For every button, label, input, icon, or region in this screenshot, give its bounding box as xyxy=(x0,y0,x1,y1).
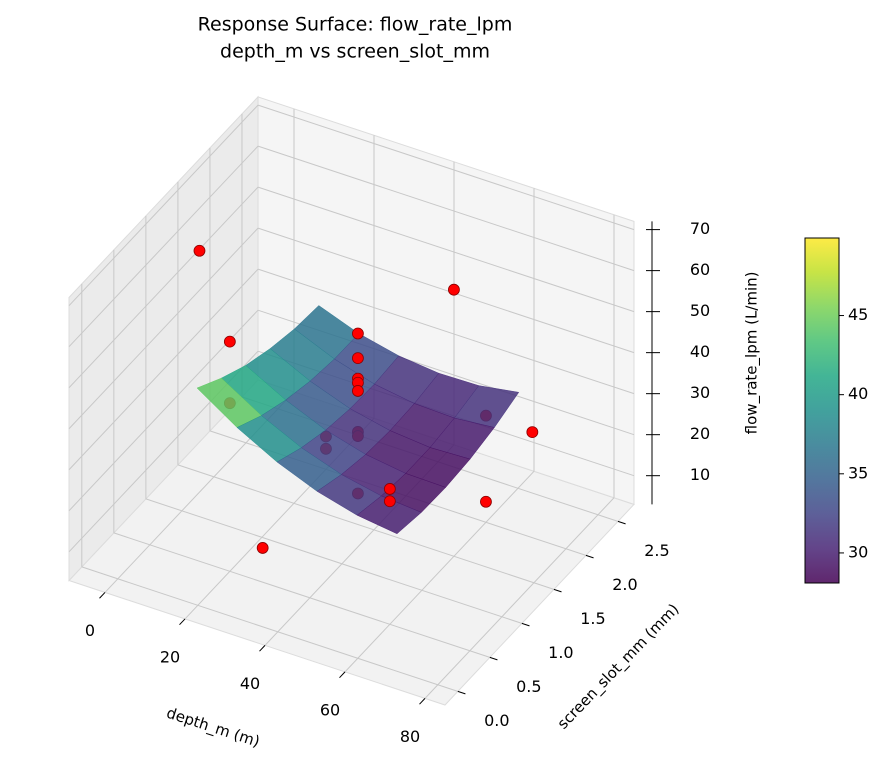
y-tick-mark xyxy=(521,622,530,627)
z-tick-label: 70 xyxy=(690,219,710,238)
x-tick-mark xyxy=(99,592,106,599)
data-point xyxy=(448,283,460,296)
grid-line xyxy=(68,186,259,389)
y-tick-label: 2.5 xyxy=(644,541,669,560)
y-tick-mark xyxy=(489,656,498,661)
data-point xyxy=(383,495,396,508)
x-tick-mark xyxy=(419,698,426,705)
grid-line xyxy=(113,532,491,658)
x-tick-mark xyxy=(259,645,266,652)
colorbar-tick-label: 45 xyxy=(848,305,868,324)
grid-line xyxy=(68,104,259,307)
x-tick-mark xyxy=(339,671,346,679)
grid-line xyxy=(81,566,458,692)
grid-line xyxy=(68,227,259,430)
y-tick-label: 1.0 xyxy=(548,643,573,662)
y-tick-label: 2.0 xyxy=(612,575,637,594)
data-point xyxy=(480,495,492,508)
data-point xyxy=(351,352,364,365)
grid-line xyxy=(68,268,259,471)
data-point xyxy=(256,542,269,554)
data-point xyxy=(351,385,364,397)
data-point xyxy=(351,327,364,340)
grid-line xyxy=(257,186,635,313)
grid-line xyxy=(257,227,635,354)
z-tick-label: 40 xyxy=(690,342,710,361)
y-tick-mark xyxy=(617,520,626,525)
z-tick-label: 10 xyxy=(690,465,710,484)
x-tick-label: 80 xyxy=(400,727,420,746)
z-tick-label: 60 xyxy=(690,260,710,279)
x-tick-label: 20 xyxy=(160,647,180,666)
data-point xyxy=(383,483,396,495)
data-point xyxy=(193,244,206,257)
data-point xyxy=(223,335,236,348)
colorbar xyxy=(804,237,840,584)
chart-title: Response Surface: flow_rate_lpm xyxy=(198,14,513,36)
z-tick-label: 20 xyxy=(690,424,710,443)
colorbar-tick-label: 35 xyxy=(848,463,868,482)
surface-patch xyxy=(356,495,422,535)
x-tick-label: 60 xyxy=(320,700,340,719)
data-point xyxy=(526,426,539,438)
z-tick-label: 50 xyxy=(690,301,710,320)
x-tick-label: 0 xyxy=(85,621,95,640)
grid-line xyxy=(68,145,259,348)
x-axis-label: depth_m (m) xyxy=(164,704,262,752)
y-tick-mark xyxy=(457,690,466,695)
y-tick-label: 1.5 xyxy=(580,609,605,628)
z-axis-label: flow_rate_lpm (L/min) xyxy=(743,271,762,434)
y-tick-mark xyxy=(585,554,594,559)
grid-line xyxy=(257,145,635,272)
colorbar-tick-label: 30 xyxy=(848,542,868,561)
z-tick-label: 30 xyxy=(690,383,710,402)
grid-line xyxy=(145,498,523,624)
grid-line xyxy=(177,464,555,590)
x-tick-mark xyxy=(179,618,186,626)
chart-subtitle: depth_m vs screen_slot_mm xyxy=(220,41,490,63)
x-tick-label: 40 xyxy=(240,674,260,693)
grid-line xyxy=(344,470,535,673)
grid-line xyxy=(257,268,635,395)
y-tick-mark xyxy=(553,588,562,593)
y-axis-label: screen_slot_mm (mm) xyxy=(554,600,684,733)
grid-line xyxy=(257,104,635,231)
y-tick-label: 0.0 xyxy=(484,711,509,730)
grid-line xyxy=(424,497,615,699)
y-tick-label: 0.5 xyxy=(516,677,541,696)
colorbar-tick-label: 40 xyxy=(848,384,868,403)
